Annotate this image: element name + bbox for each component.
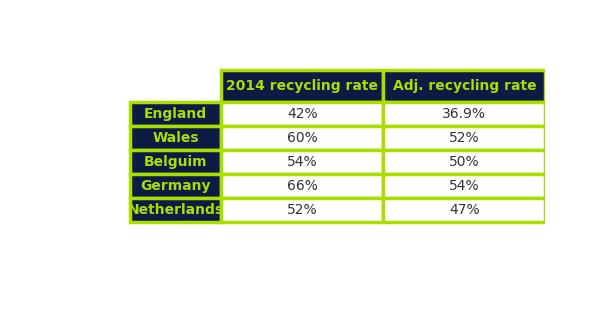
FancyBboxPatch shape [221,198,384,222]
Text: Netherlands: Netherlands [127,203,224,217]
Text: 42%: 42% [287,107,318,121]
Text: Germany: Germany [141,179,211,193]
FancyBboxPatch shape [130,198,221,222]
Text: Wales: Wales [152,131,199,145]
FancyBboxPatch shape [384,70,545,102]
FancyBboxPatch shape [221,174,384,198]
Text: 36.9%: 36.9% [442,107,487,121]
FancyBboxPatch shape [130,102,221,126]
FancyBboxPatch shape [221,102,384,126]
FancyBboxPatch shape [384,126,545,150]
FancyBboxPatch shape [384,150,545,174]
FancyBboxPatch shape [221,150,384,174]
FancyBboxPatch shape [130,70,221,102]
FancyBboxPatch shape [384,198,545,222]
FancyBboxPatch shape [221,70,384,102]
FancyBboxPatch shape [384,102,545,126]
Text: 60%: 60% [287,131,318,145]
FancyBboxPatch shape [130,150,221,174]
Text: 47%: 47% [449,203,480,217]
Text: 52%: 52% [287,203,318,217]
Text: Adj. recycling rate: Adj. recycling rate [393,79,536,93]
FancyBboxPatch shape [130,174,221,198]
Text: England: England [144,107,207,121]
Text: 50%: 50% [449,155,480,169]
FancyBboxPatch shape [384,174,545,198]
Text: 54%: 54% [449,179,480,193]
FancyBboxPatch shape [130,126,221,150]
Text: Belguim: Belguim [144,155,207,169]
FancyBboxPatch shape [221,126,384,150]
Text: 52%: 52% [449,131,480,145]
Text: 66%: 66% [287,179,318,193]
Text: 54%: 54% [287,155,318,169]
Text: 2014 recycling rate: 2014 recycling rate [227,79,378,93]
